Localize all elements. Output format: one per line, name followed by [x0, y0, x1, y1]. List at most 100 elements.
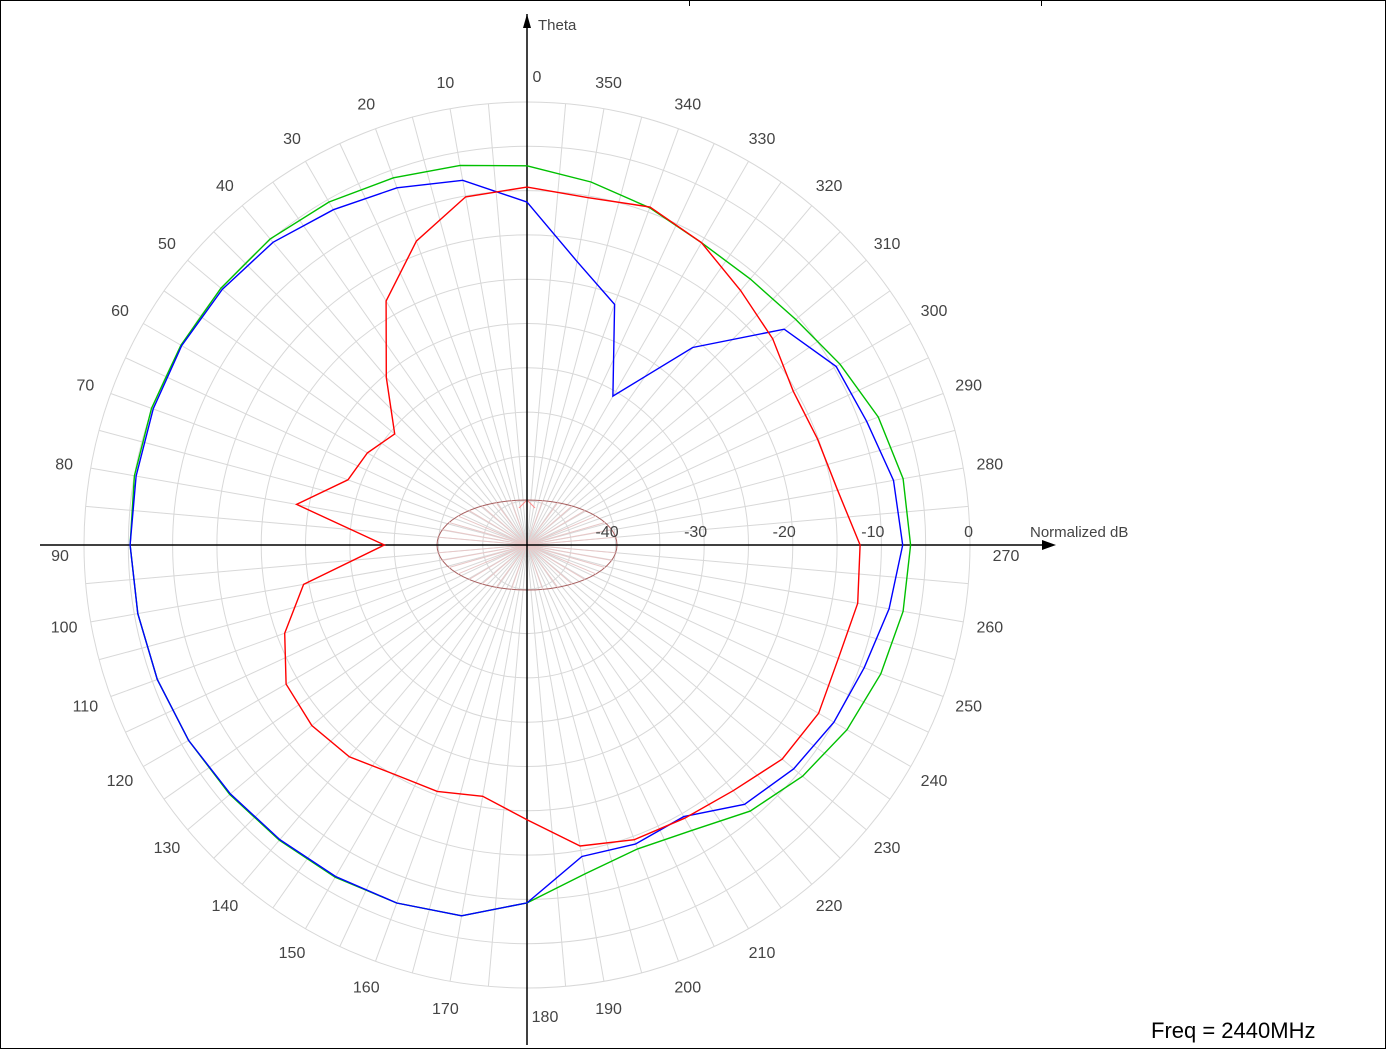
grid-spoke [526, 259, 867, 546]
radial-tick-label: -10 [861, 524, 884, 541]
ellipse-spoke [526, 505, 573, 546]
grid-spoke [339, 544, 528, 947]
grid-spoke [526, 103, 567, 546]
grid-spoke [526, 544, 841, 859]
ellipse-spoke [438, 536, 528, 546]
grid-spoke [526, 544, 944, 697]
grid-spoke [526, 544, 867, 831]
angle-tick-label: 290 [955, 377, 982, 394]
grid-spoke [526, 181, 782, 546]
angle-tick-label: 30 [283, 131, 301, 148]
grid-spoke [110, 544, 528, 697]
grid-spoke [526, 393, 944, 546]
grid-spoke [526, 544, 567, 987]
angle-tick-label: 220 [816, 898, 843, 915]
grid-spoke [487, 544, 528, 987]
grid-spoke [125, 544, 528, 733]
radial-tick-label: -40 [595, 524, 618, 541]
radial-tick-label: -30 [684, 524, 707, 541]
ellipse-spoke [495, 502, 528, 546]
ellipse-spoke [526, 500, 544, 546]
grid-spoke [526, 544, 605, 982]
ellipse-spoke [526, 515, 597, 546]
angle-tick-label: 340 [674, 96, 701, 113]
grid-spoke [213, 544, 528, 859]
ellipse-spoke [510, 544, 528, 590]
angle-tick-label: 210 [749, 945, 776, 962]
grid-spoke [213, 231, 528, 546]
ellipse-spoke [526, 544, 606, 568]
angle-tick-labels: 0 10 20 30 40 50 60 70 80 90 100 110 120 130 140 150 160… [51, 69, 1020, 1026]
grid-spoke [526, 544, 956, 661]
angle-tick-label: 110 [73, 699, 99, 716]
grid-spoke [339, 143, 528, 546]
grid-spoke [526, 357, 929, 546]
ellipse-spoke [526, 544, 544, 590]
grid-spoke [272, 544, 528, 909]
ellipse-spoke [510, 500, 528, 546]
angle-tick-label: 90 [51, 548, 69, 565]
angle-tick-label: 250 [955, 699, 982, 716]
series-layer [129, 164, 912, 917]
ellipse-spoke [457, 544, 528, 575]
grid-spoke [449, 108, 528, 546]
grid-spoke [526, 544, 891, 800]
radial-axis-label: Normalized dB [1030, 524, 1128, 541]
grid-spoke [526, 544, 679, 962]
ellipse-spoke [526, 544, 586, 580]
grid-spoke [98, 544, 528, 661]
grid-spoke [125, 357, 528, 546]
grid-spoke [526, 544, 929, 733]
angle-tick-label: 60 [111, 303, 129, 320]
ellipse-spoke [457, 515, 528, 546]
grid-spoke [241, 205, 528, 546]
angle-tick-label: 10 [436, 75, 454, 92]
radial-tick-label: -20 [773, 524, 796, 541]
ellipse-spoke [526, 544, 573, 585]
angle-tick-label: 330 [749, 131, 776, 148]
ellipse-spoke [481, 505, 528, 546]
angle-tick-label: 230 [874, 840, 901, 857]
angle-tick-label: 0 [533, 69, 542, 86]
grid-spoke [449, 544, 528, 982]
angle-tick-label: 40 [216, 178, 234, 195]
angle-tick-label: 140 [212, 898, 239, 915]
grid-spoke [526, 544, 749, 929]
grid-spoke [411, 544, 528, 974]
grid-spoke [487, 103, 528, 546]
ellipse-spoke [495, 544, 528, 588]
angle-tick-label: 120 [107, 773, 134, 790]
angle-tick-label: 130 [154, 840, 181, 857]
grid-spoke [110, 393, 528, 546]
grid-spoke [272, 181, 528, 546]
angle-tick-label: 280 [977, 456, 1004, 473]
grid-spoke [187, 259, 528, 546]
ellipse-spoke [526, 510, 586, 546]
radial-axis-arrow [1042, 540, 1056, 550]
grid-spoke [375, 544, 528, 962]
grid-spoke [163, 544, 528, 800]
grid-spoke [526, 205, 813, 546]
ellipse-spoke [481, 544, 528, 585]
radial-tick-label: 0 [964, 524, 973, 541]
frequency-label: Freq = 2440MHz [1151, 1018, 1316, 1043]
grid-spoke [526, 290, 891, 546]
theta-axis-label: Theta [538, 17, 577, 34]
grid-spoke [411, 116, 528, 546]
angle-tick-label: 80 [55, 456, 73, 473]
ellipse-spoke [526, 544, 597, 575]
grid-spoke [526, 116, 643, 546]
grid-spoke [526, 231, 841, 546]
angle-tick-label: 170 [432, 1001, 459, 1018]
angle-tick-label: 180 [532, 1009, 559, 1026]
ellipse-spoke [448, 522, 528, 546]
grid-spoke [526, 544, 643, 974]
series-line-2 [129, 179, 904, 917]
ellipse-spoke [442, 544, 528, 561]
ellipse-spoke [468, 510, 528, 546]
angle-tick-label: 240 [921, 773, 948, 790]
ellipse-spoke [438, 544, 528, 554]
grid-spoke [526, 544, 715, 947]
grid-spoke [241, 544, 528, 885]
